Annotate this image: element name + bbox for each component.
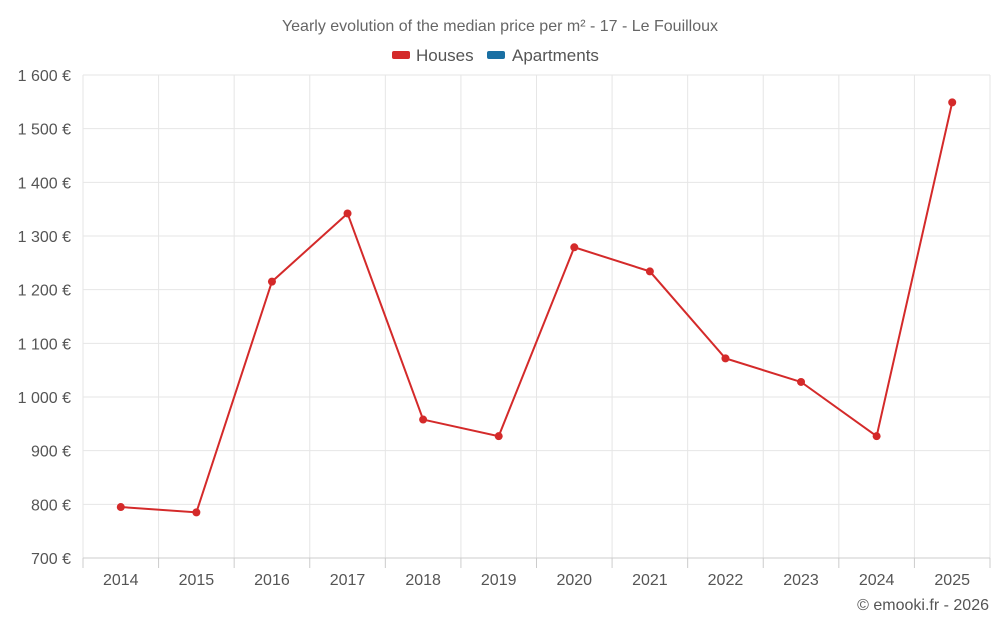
data-point-houses-2025[interactable] xyxy=(948,98,957,107)
credit: © emooki.fr - 2026 xyxy=(857,597,989,614)
x-tick-label: 2024 xyxy=(859,572,895,589)
y-tick-labels: 700 € 800 € 900 € 1 000 € 1 100 € 1 200 € 1 30… xyxy=(18,68,71,568)
legend-label-apartments: Apartments xyxy=(512,46,599,65)
x-tick-label: 2020 xyxy=(556,572,592,589)
chart-title: Yearly evolution of the median price per… xyxy=(282,18,718,35)
y-tick-label: 1 000 € xyxy=(18,390,71,407)
data-point-houses-2022[interactable] xyxy=(721,354,730,363)
x-tick-labels: 2014 2015 2016 2017 2018 2019 2020 2021 2022 2023… xyxy=(103,572,970,589)
y-tick-label: 900 € xyxy=(31,444,71,461)
x-tick-label: 2022 xyxy=(708,572,744,589)
legend: Houses Apartments xyxy=(392,46,599,65)
y-tick-label: 700 € xyxy=(31,551,71,568)
x-tick-label: 2019 xyxy=(481,572,517,589)
y-tick-label: 1 100 € xyxy=(18,336,71,353)
x-tick-label: 2017 xyxy=(330,572,366,589)
series xyxy=(116,98,957,517)
legend-swatch-houses xyxy=(392,51,410,59)
y-tick-label: 1 300 € xyxy=(18,229,71,246)
y-tick-label: 800 € xyxy=(31,497,71,514)
grid xyxy=(82,74,991,568)
data-point-houses-2024[interactable] xyxy=(872,432,881,441)
series-line-houses xyxy=(120,102,954,514)
data-point-houses-2017[interactable] xyxy=(343,209,352,218)
x-tick-label: 2015 xyxy=(179,572,215,589)
x-tick-label: 2014 xyxy=(103,572,139,589)
y-tick-label: 1 200 € xyxy=(18,283,71,300)
data-point-houses-2019[interactable] xyxy=(494,432,503,441)
y-tick-label: 1 400 € xyxy=(18,175,71,192)
y-tick-label: 1 600 € xyxy=(18,68,71,85)
x-tick-label: 2021 xyxy=(632,572,668,589)
data-point-houses-2015[interactable] xyxy=(192,508,201,517)
data-point-houses-2014[interactable] xyxy=(116,503,125,512)
legend-item-houses[interactable]: Houses xyxy=(392,46,474,65)
data-point-houses-2016[interactable] xyxy=(267,277,276,286)
x-tick-label: 2018 xyxy=(405,572,441,589)
legend-item-apartments[interactable]: Apartments xyxy=(487,46,599,65)
x-tick-label: 2016 xyxy=(254,572,290,589)
data-point-houses-2018[interactable] xyxy=(419,415,428,424)
data-point-houses-2023[interactable] xyxy=(797,377,806,386)
data-point-houses-2021[interactable] xyxy=(645,267,654,276)
legend-swatch-apartments xyxy=(487,51,505,59)
legend-label-houses: Houses xyxy=(416,46,474,65)
y-tick-label: 1 500 € xyxy=(18,122,71,139)
data-point-houses-2020[interactable] xyxy=(570,243,579,252)
x-tick-label: 2023 xyxy=(783,572,819,589)
x-tick-label: 2025 xyxy=(934,572,970,589)
